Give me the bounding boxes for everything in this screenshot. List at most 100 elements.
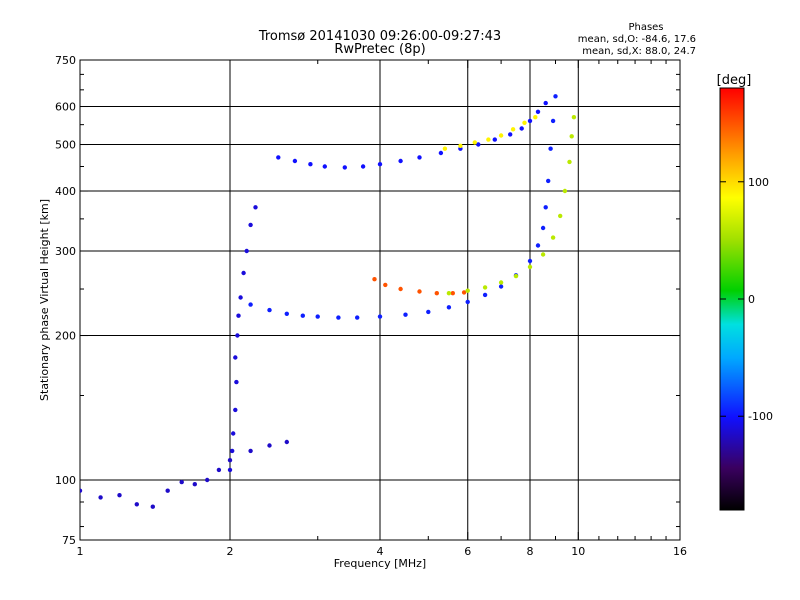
data-point bbox=[461, 290, 467, 295]
data-point bbox=[205, 477, 210, 483]
data-point bbox=[446, 305, 452, 310]
data-point bbox=[417, 289, 422, 294]
data-point bbox=[377, 162, 383, 167]
data-point bbox=[535, 243, 541, 248]
data-point bbox=[492, 137, 497, 142]
data-point bbox=[434, 291, 439, 296]
colorbar-label: [deg] bbox=[717, 73, 752, 88]
data-point bbox=[248, 222, 253, 228]
data-point bbox=[527, 118, 533, 124]
y-tick-label: 75 bbox=[62, 534, 76, 547]
data-point bbox=[377, 314, 383, 319]
data-point bbox=[308, 162, 313, 167]
data-point bbox=[383, 282, 388, 288]
y-tick-label: 100 bbox=[55, 474, 76, 487]
data-point bbox=[233, 407, 238, 413]
data-point bbox=[238, 295, 243, 300]
data-point bbox=[543, 205, 548, 210]
data-point bbox=[98, 495, 103, 500]
data-point bbox=[398, 286, 403, 292]
data-point bbox=[498, 133, 504, 138]
data-point bbox=[482, 292, 488, 298]
stats-o-line: mean, sd,O: -84.6, 17.6 bbox=[578, 34, 696, 45]
y-tick-label: 750 bbox=[55, 54, 76, 67]
data-point bbox=[417, 155, 422, 160]
data-point bbox=[216, 467, 222, 473]
data-point bbox=[284, 311, 289, 316]
data-point bbox=[276, 155, 281, 160]
data-point bbox=[117, 493, 122, 498]
x-axis-ticks: 1 2 4 6 8 10 16 bbox=[77, 60, 687, 558]
data-point bbox=[234, 379, 239, 385]
stats-x-line: mean, sd,X: 88.0, 24.7 bbox=[582, 46, 696, 57]
data-point bbox=[227, 467, 233, 473]
data-point bbox=[267, 443, 272, 448]
data-point bbox=[446, 291, 452, 296]
x-tick-label: 2 bbox=[227, 545, 234, 558]
data-point bbox=[230, 448, 235, 454]
x-tick-label: 16 bbox=[673, 545, 687, 558]
data-point bbox=[558, 213, 563, 219]
data-point bbox=[150, 504, 155, 509]
y-axis-label: Stationary phase Virtual Height [km] bbox=[38, 199, 51, 401]
y-tick-label: 500 bbox=[55, 139, 76, 152]
x-tick-label: 1 bbox=[77, 545, 84, 558]
data-point bbox=[165, 488, 170, 493]
data-point bbox=[248, 302, 253, 307]
data-point bbox=[442, 146, 448, 151]
data-point bbox=[355, 315, 360, 320]
data-point bbox=[267, 307, 272, 313]
data-point bbox=[292, 158, 298, 164]
data-point bbox=[550, 235, 556, 240]
x-tick-label: 10 bbox=[571, 545, 585, 558]
data-point bbox=[458, 143, 463, 148]
data-point bbox=[253, 205, 258, 210]
y-tick-label: 200 bbox=[55, 330, 76, 343]
data-point bbox=[231, 431, 236, 436]
data-point bbox=[426, 309, 431, 315]
data-point bbox=[522, 120, 527, 126]
stats-heading: Phases bbox=[628, 22, 663, 33]
colorbar-tick-label: 0 bbox=[748, 293, 755, 306]
data-point bbox=[235, 333, 240, 338]
data-points bbox=[80, 94, 577, 509]
data-point bbox=[465, 288, 470, 293]
data-point bbox=[550, 118, 556, 124]
y-axis-ticks: 75 100 200 300 400 500 600 750 bbox=[55, 54, 680, 547]
colorbar-tick-label: 100 bbox=[748, 176, 769, 189]
data-point bbox=[315, 314, 320, 319]
data-point bbox=[540, 225, 546, 231]
chart-title: Tromsø 20141030 09:26:00-09:27:43 bbox=[258, 29, 501, 44]
data-point bbox=[513, 273, 519, 279]
data-point bbox=[450, 291, 455, 296]
data-point bbox=[336, 315, 341, 320]
chart-subtitle: RwPretec (8p) bbox=[334, 42, 425, 57]
data-point bbox=[244, 248, 249, 254]
data-point bbox=[360, 164, 366, 169]
data-point bbox=[236, 313, 241, 318]
data-point bbox=[227, 458, 233, 463]
data-point bbox=[465, 299, 470, 305]
x-tick-label: 6 bbox=[464, 545, 471, 558]
data-point bbox=[543, 100, 548, 106]
data-point bbox=[476, 142, 481, 147]
data-point bbox=[508, 132, 513, 137]
data-point bbox=[548, 146, 553, 151]
data-point bbox=[567, 159, 572, 165]
data-point bbox=[486, 137, 491, 142]
data-point bbox=[498, 280, 504, 285]
y-tick-label: 400 bbox=[55, 185, 76, 198]
data-point bbox=[535, 109, 541, 115]
data-point bbox=[527, 258, 533, 264]
data-point bbox=[519, 126, 524, 131]
x-tick-label: 8 bbox=[527, 545, 534, 558]
data-point bbox=[241, 270, 246, 276]
data-point bbox=[438, 150, 444, 156]
data-point bbox=[569, 134, 574, 139]
data-point bbox=[533, 115, 538, 120]
data-point bbox=[398, 158, 403, 164]
data-point bbox=[527, 264, 533, 270]
data-point bbox=[482, 285, 488, 290]
data-point bbox=[233, 355, 238, 360]
data-point bbox=[179, 479, 184, 485]
